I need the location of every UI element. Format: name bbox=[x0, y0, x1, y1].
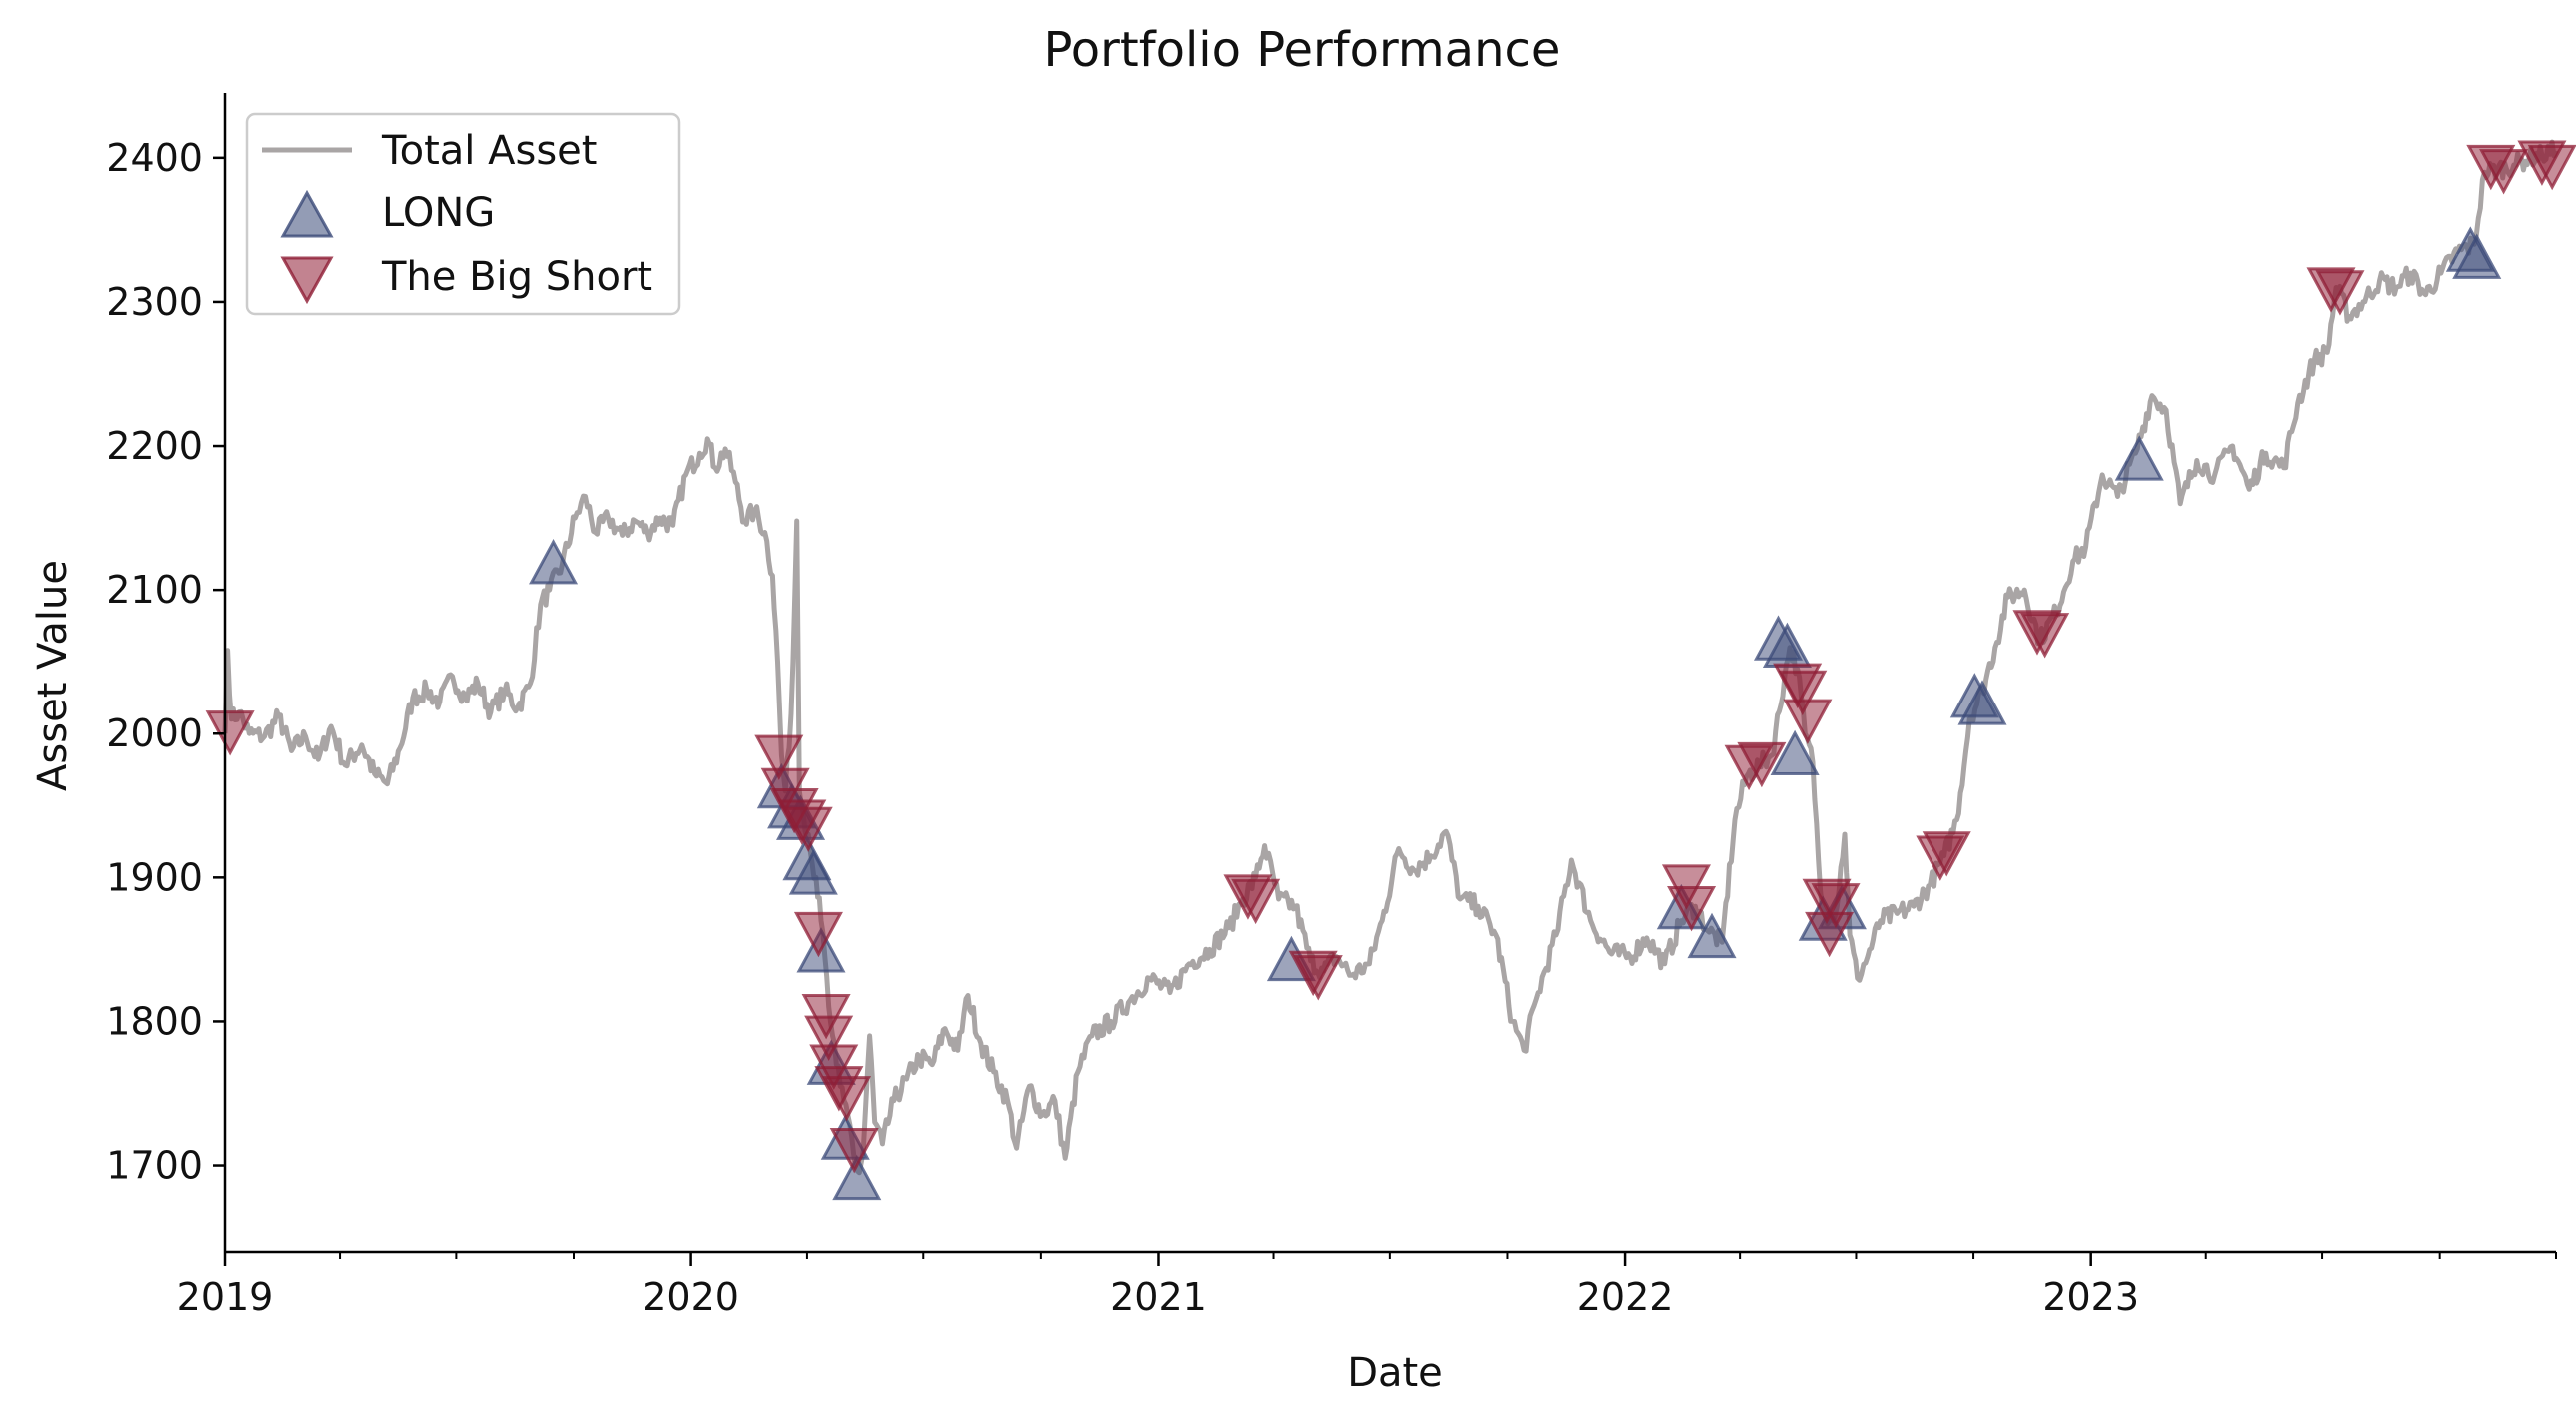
legend-long-marker-icon bbox=[280, 189, 334, 238]
long-marker bbox=[529, 539, 579, 585]
long-marker bbox=[1957, 680, 2007, 725]
legend-label-big-short: The Big Short bbox=[381, 254, 652, 300]
x-tick-label: 2022 bbox=[1577, 1275, 1674, 1319]
y-tick-label: 1700 bbox=[106, 1144, 203, 1188]
short-marker bbox=[1293, 955, 1343, 1001]
y-tick-label: 1800 bbox=[106, 999, 203, 1043]
short-marker bbox=[783, 806, 833, 853]
short-marker bbox=[1783, 699, 1833, 744]
legend: Total Asset LONG The Big Short bbox=[245, 112, 681, 316]
x-ticks: 2019 2020 2021 2022 2023 bbox=[177, 1252, 2557, 1319]
legend-label-total-asset: Total Asset bbox=[381, 128, 597, 174]
long-marker bbox=[2114, 435, 2164, 481]
short-marker bbox=[1667, 885, 1717, 932]
y-tick-label: 2400 bbox=[106, 136, 203, 180]
long-marker bbox=[2452, 233, 2502, 279]
short-marker bbox=[1922, 831, 1971, 877]
short-marker bbox=[2527, 144, 2576, 191]
x-axis-label: Date bbox=[1347, 1350, 1443, 1396]
y-tick-label: 1900 bbox=[106, 855, 203, 899]
marker-layer bbox=[205, 140, 2576, 1201]
total-asset-line bbox=[222, 139, 2559, 1176]
y-tick-label: 2100 bbox=[106, 568, 203, 612]
x-tick-label: 2020 bbox=[643, 1275, 739, 1319]
y-axis-label: Asset Value bbox=[30, 560, 76, 791]
y-tick-label: 2300 bbox=[106, 280, 203, 324]
short-marker bbox=[1811, 883, 1861, 929]
long-marker bbox=[1770, 729, 1820, 776]
chart-title: Portfolio Performance bbox=[1044, 22, 1561, 78]
y-ticks: 1700 1800 1900 2000 2100 2200 2300 2400 bbox=[106, 136, 225, 1188]
x-tick-label: 2019 bbox=[177, 1275, 274, 1319]
x-tick-label: 2021 bbox=[1110, 1275, 1207, 1319]
long-marker bbox=[1687, 912, 1737, 959]
short-marker bbox=[1737, 741, 1787, 788]
legend-box bbox=[245, 112, 681, 316]
long-marker bbox=[788, 849, 838, 895]
short-marker bbox=[2479, 149, 2529, 195]
legend-label-long: LONG bbox=[382, 190, 495, 236]
legend-short-marker-icon bbox=[280, 256, 334, 305]
short-marker bbox=[754, 734, 804, 781]
short-marker bbox=[1231, 878, 1281, 925]
y-tick-label: 2000 bbox=[106, 711, 203, 755]
y-tick-label: 2200 bbox=[106, 424, 203, 468]
short-marker bbox=[1778, 670, 1828, 716]
short-marker bbox=[1805, 911, 1855, 958]
short-marker bbox=[2315, 270, 2365, 316]
short-marker bbox=[2020, 613, 2070, 659]
short-marker bbox=[793, 911, 843, 958]
short-marker bbox=[822, 1076, 872, 1122]
long-marker bbox=[832, 1154, 882, 1201]
line-layer bbox=[222, 139, 2559, 1176]
short-marker bbox=[829, 1128, 879, 1174]
x-tick-label: 2023 bbox=[2042, 1275, 2139, 1319]
short-marker bbox=[804, 1015, 854, 1062]
